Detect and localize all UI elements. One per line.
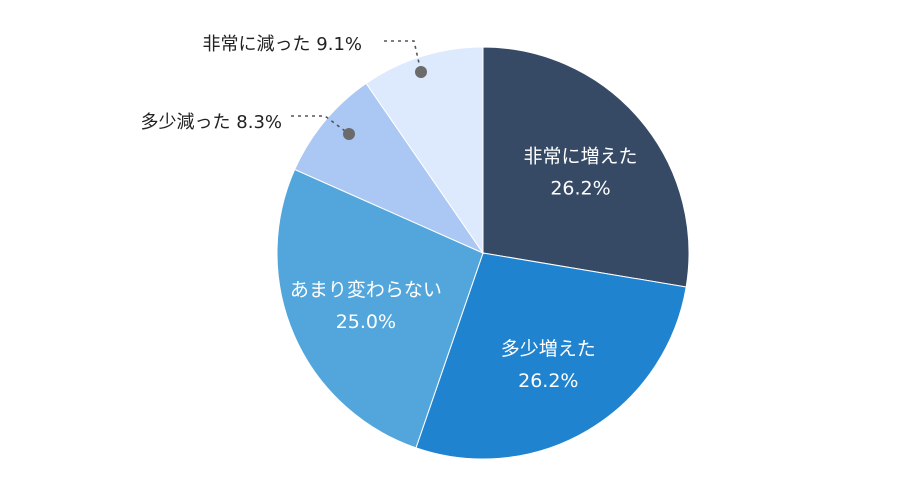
slice-3-label: あまり変わらない <box>290 279 442 301</box>
slice-3-value-label: 25.0% <box>336 311 396 333</box>
slice-1-label: 非常に増えた <box>523 146 637 168</box>
slice-4-wedge <box>294 82 485 255</box>
pie-slices <box>276 46 690 460</box>
slice-4-leader-dot <box>343 128 355 140</box>
slice-1-value-label: 26.2% <box>550 178 610 200</box>
slice-2-value-label: 26.2% <box>518 370 578 392</box>
pie-labels: 非常に増えた 26.2% 多少増えた 26.2% あまり変わらない 25.0% 多少減った … <box>141 34 638 392</box>
slice-4-label: 多少減った 8.3% <box>141 112 282 133</box>
slice-3-wedge <box>276 168 484 449</box>
slice-5-leader-line <box>384 40 422 73</box>
slice-5-label: 非常に減った 9.1% <box>203 34 362 55</box>
slice-2-label: 多少増えた <box>501 338 596 360</box>
slice-2-wedge <box>415 252 687 460</box>
slice-1-wedge <box>482 46 690 288</box>
slice-5-wedge <box>365 46 484 255</box>
slice-5-leader-dot <box>415 66 427 78</box>
